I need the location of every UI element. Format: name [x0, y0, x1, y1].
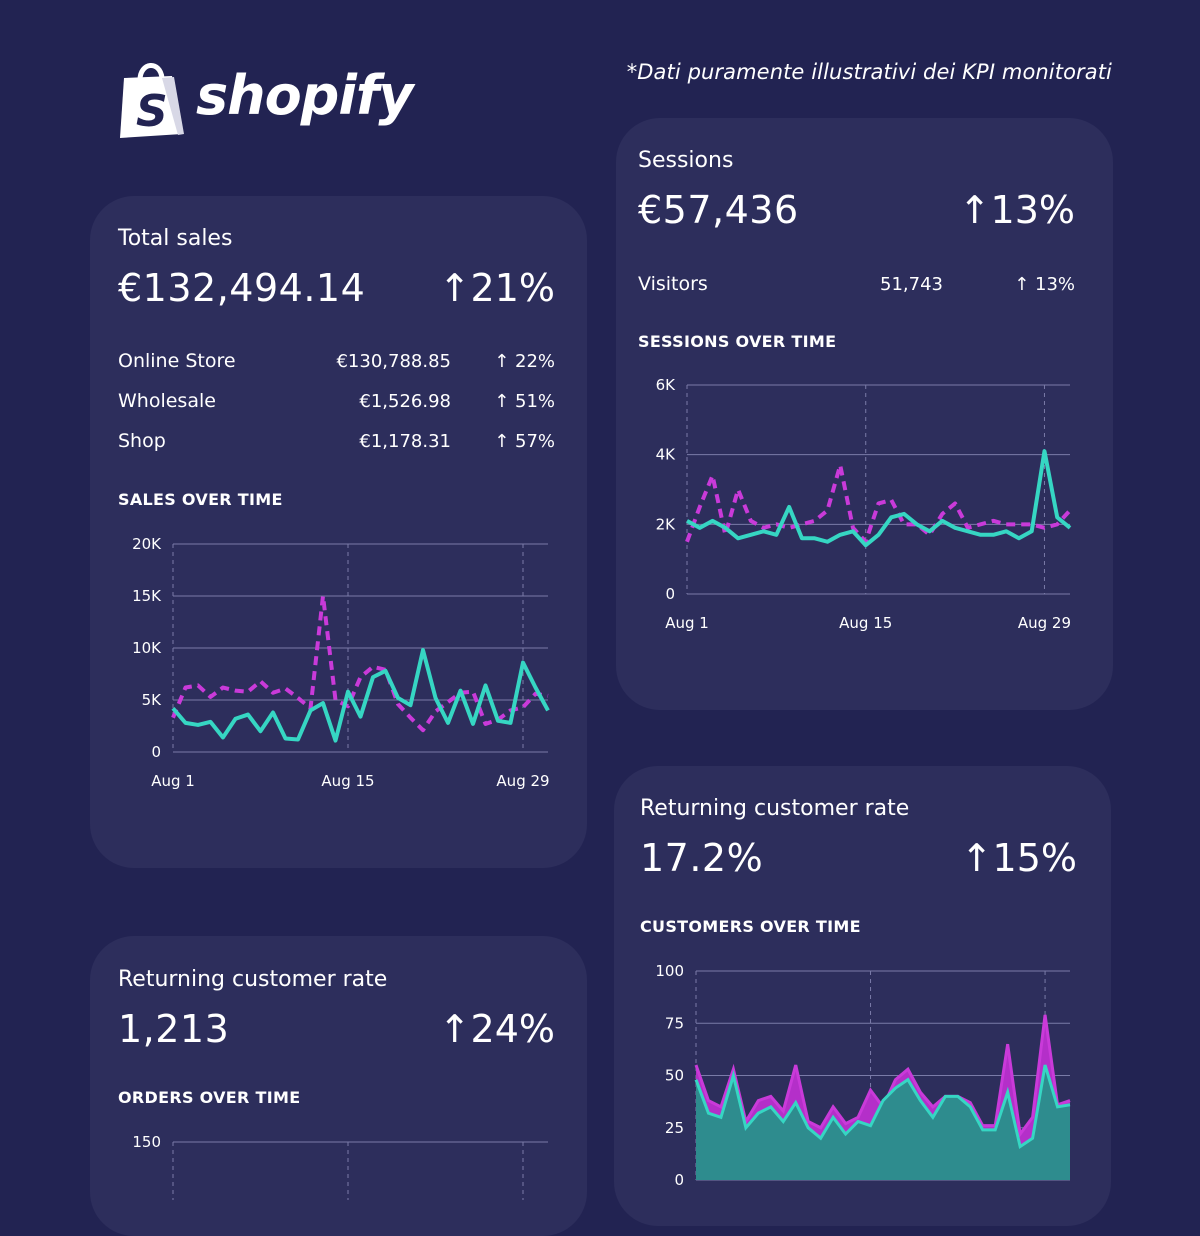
breakdown-label-wholesale: Wholesale: [118, 390, 216, 412]
y-tick-label: 150: [132, 1133, 161, 1151]
sessions-card: Sessions €57,436 ↑13% Visitors 51,743 ↑ …: [616, 118, 1113, 710]
series-line-previous: [171, 594, 549, 733]
y-tick-label: 10K: [132, 639, 162, 657]
y-tick-label: 75: [665, 1014, 684, 1032]
visitors-change: ↑ 13%: [1014, 274, 1075, 295]
sales-chart: 0 5K 10K 15K 20K Aug 1 Aug 15 Aug 29: [132, 535, 550, 790]
breakdown-change-wholesale: ↑ 51%: [494, 391, 555, 412]
y-tick-label: 20K: [132, 535, 162, 553]
total-sales-card: Total sales €132,494.14 ↑21% Online Stor…: [90, 196, 587, 868]
breakdown-change-online-store: ↑ 22%: [494, 351, 555, 372]
series-line-current: [686, 449, 1072, 548]
breakdown-value-wholesale: €1,526.98: [359, 391, 451, 412]
card-title: Total sales: [118, 226, 233, 251]
card-title: Sessions: [638, 148, 734, 173]
section-heading: ORDERS OVER TIME: [118, 1088, 301, 1107]
kpi-value: €132,494.14: [118, 266, 366, 310]
customers-chart: 0 25 50 75 100: [655, 962, 1071, 1189]
shopping-bag-icon: S: [120, 63, 184, 138]
y-tick-label: 0: [674, 1171, 684, 1189]
y-tick-label: 6K: [656, 376, 677, 394]
kpi-change: ↑21%: [438, 266, 555, 310]
breakdown-label-online-store: Online Store: [118, 350, 236, 372]
y-tick-label: 0: [665, 585, 675, 603]
breakdown-label-shop: Shop: [118, 430, 166, 452]
section-heading: CUSTOMERS OVER TIME: [640, 917, 861, 936]
x-tick-label: Aug 1: [665, 614, 709, 632]
sessions-chart: 0 2K 4K 6K Aug 1 Aug 15 Aug 29: [656, 376, 1072, 632]
breakdown-change-shop: ↑ 57%: [494, 431, 555, 452]
y-tick-label: 4K: [656, 446, 677, 464]
brand-wordmark: shopify: [196, 64, 414, 127]
section-heading: SALES OVER TIME: [118, 490, 283, 509]
series-area-current: [696, 1065, 1070, 1180]
series-line-previous: [685, 463, 1072, 544]
kpi-change: ↑24%: [438, 1007, 555, 1051]
x-tick-label: Aug 15: [321, 772, 374, 790]
disclaimer-text: *Dati puramente illustrativi dei KPI mon…: [626, 60, 1112, 84]
visitors-label: Visitors: [638, 273, 708, 295]
kpi-value: €57,436: [638, 188, 799, 232]
x-tick-label: Aug 15: [839, 614, 892, 632]
y-tick-label: 100: [655, 962, 684, 980]
x-tick-label: Aug 29: [1018, 614, 1071, 632]
series-line-current: [694, 1064, 1071, 1150]
breakdown-value-online-store: €130,788.85: [336, 351, 451, 372]
y-tick-label: 15K: [132, 587, 162, 605]
section-heading: SESSIONS OVER TIME: [638, 332, 837, 351]
y-tick-label: 50: [665, 1067, 684, 1085]
x-tick-label: Aug 1: [151, 772, 195, 790]
y-tick-label: 2K: [656, 515, 677, 533]
kpi-value: 1,213: [118, 1007, 230, 1051]
shopify-logo: S shopify: [118, 58, 414, 140]
y-tick-label: 0: [151, 743, 161, 761]
breakdown-value-shop: €1,178.31: [359, 431, 451, 452]
y-tick-label: 5K: [142, 691, 163, 709]
visitors-value: 51,743: [880, 274, 943, 295]
x-tick-label: Aug 29: [496, 772, 549, 790]
kpi-value: 17.2%: [640, 836, 764, 880]
card-title: Returning customer rate: [640, 796, 910, 821]
series-line-current: [171, 648, 550, 743]
svg-text:S: S: [136, 86, 168, 137]
card-title: Returning customer rate: [118, 967, 388, 992]
y-tick-label: 25: [665, 1119, 684, 1137]
kpi-change: ↑15%: [960, 836, 1077, 880]
orders-chart: 150: [132, 1133, 548, 1200]
kpi-change: ↑13%: [958, 188, 1075, 232]
